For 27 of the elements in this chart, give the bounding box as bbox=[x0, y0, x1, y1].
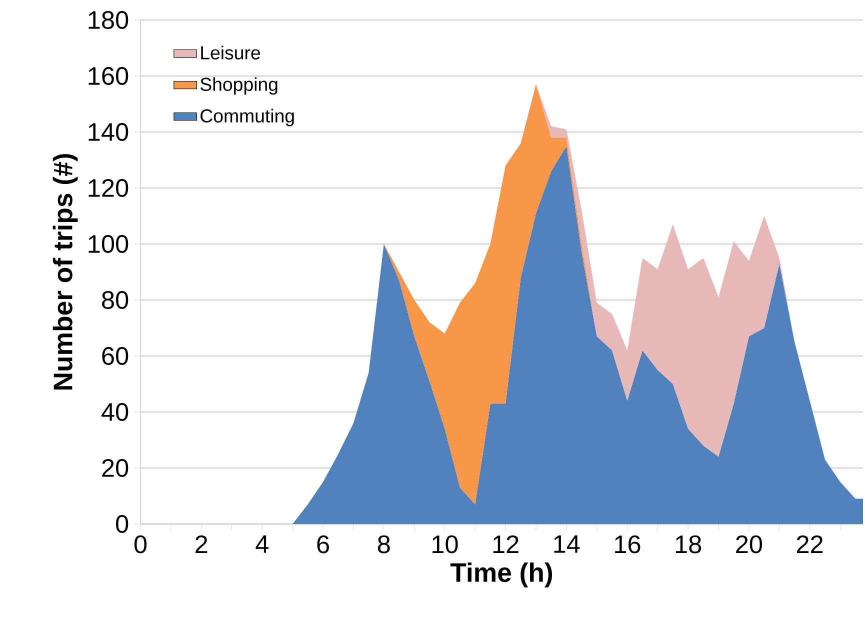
legend-label: Shopping bbox=[200, 77, 278, 95]
y-tick-label: 40 bbox=[102, 403, 128, 421]
x-tick-label: 20 bbox=[736, 535, 762, 554]
y-tick-label: 140 bbox=[88, 123, 128, 141]
y-tick-label: 60 bbox=[102, 347, 128, 365]
x-tick-label: 12 bbox=[493, 535, 518, 554]
x-tick-label: 22 bbox=[796, 535, 823, 554]
x-tick-label: 10 bbox=[432, 535, 458, 554]
x-tick-label: 0 bbox=[134, 535, 147, 554]
x-tick-label: 14 bbox=[554, 535, 580, 553]
x-tick-label: 18 bbox=[676, 535, 702, 554]
y-tick-label: 80 bbox=[102, 291, 128, 309]
y-tick-label: 20 bbox=[102, 459, 128, 477]
x-tick-label: 6 bbox=[317, 535, 329, 554]
x-tick-label: 4 bbox=[256, 535, 268, 553]
y-tick-label: 180 bbox=[88, 11, 128, 29]
y-tick-label: 100 bbox=[88, 235, 128, 253]
y-axis-title: Number of trips (#) bbox=[52, 154, 78, 390]
y-tick-label: 160 bbox=[88, 67, 128, 85]
y-tick-label: 120 bbox=[88, 179, 128, 197]
y-tick-label: 0 bbox=[116, 515, 128, 533]
x-tick-label: 2 bbox=[196, 535, 208, 554]
legend-label: Leisure bbox=[201, 46, 260, 60]
x-axis-title: Time (h) bbox=[450, 562, 552, 588]
legend-label: Commuting bbox=[200, 108, 294, 126]
x-tick-label: 8 bbox=[378, 535, 390, 554]
x-tick-label: 16 bbox=[615, 535, 640, 554]
